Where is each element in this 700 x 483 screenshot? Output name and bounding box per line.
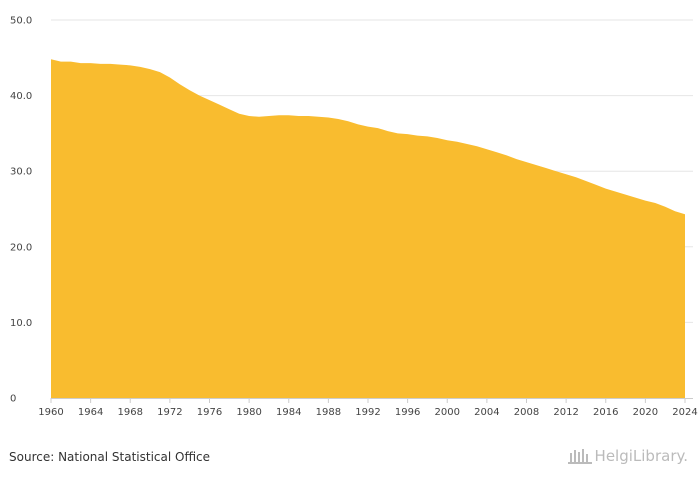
x-tick-label: 1960 [38,407,63,418]
x-tick-label: 1980 [236,407,261,418]
y-tick-label: 40.0 [10,91,32,102]
x-tick-label: 1972 [157,407,182,418]
x-tick-label: 1964 [78,407,103,418]
x-tick-label: 2000 [435,407,460,418]
axes [50,398,693,403]
x-tick-label: 2004 [474,407,499,418]
x-tick-label: 2024 [672,407,697,418]
x-tick-label: 1988 [316,407,341,418]
x-tick-labels: 1960 1964 1968 1972 1976 1980 1984 1988 1992 1996… [38,407,697,418]
y-tick-label: 20.0 [10,242,32,253]
x-tick-label: 1996 [395,407,420,418]
x-tick-label: 1968 [118,407,143,418]
y-tick-label: 50.0 [10,16,32,27]
x-tick-label: 2012 [553,407,578,418]
source-note: Source: National Statistical Office [9,450,211,464]
x-tick-label: 1992 [355,407,380,418]
library-logo-icon [567,449,592,464]
area-series-fill [51,59,685,399]
brand-logo: HelgiLibrary. [567,447,688,465]
brand-name: HelgiLibrary. [594,447,688,465]
y-tick-label: 10.0 [10,318,32,329]
area-series [51,59,685,399]
y-tick-labels: 0 10.0 20.0 30.0 40.0 50.0 [10,16,32,405]
x-tick-label: 1976 [197,407,222,418]
y-tick-label: 30.0 [10,167,32,178]
x-tick-label: 2020 [633,407,658,418]
x-tick-label: 2016 [593,407,618,418]
y-tick-label: 0 [10,394,16,405]
x-tick-label: 1984 [276,407,301,418]
x-tick-label: 2008 [514,407,539,418]
